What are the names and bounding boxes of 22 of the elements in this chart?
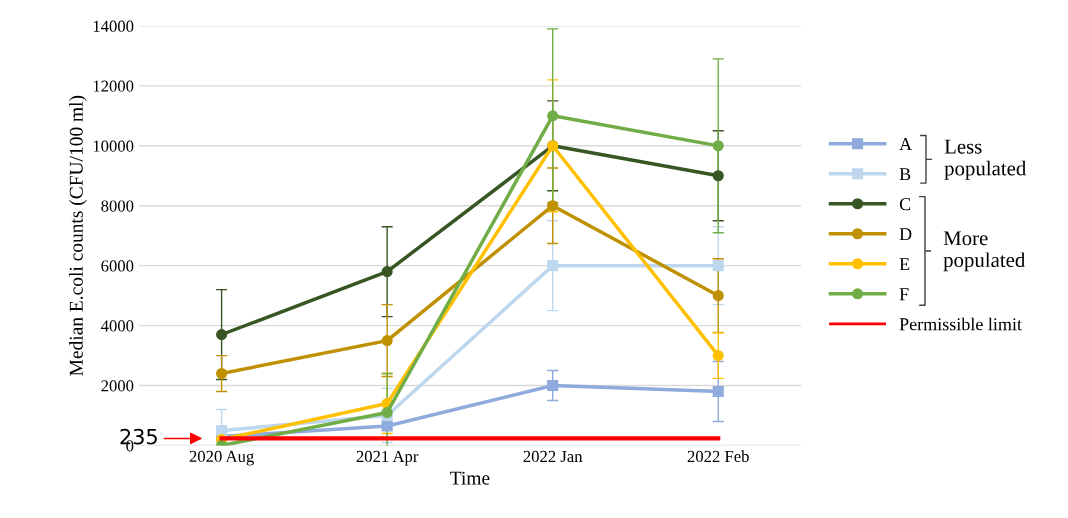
x-tick-label: 2022 Jan (523, 450, 583, 463)
legend-label: F (899, 288, 909, 301)
x-tick-label: 2022 Feb (687, 450, 749, 463)
y-tick-label: 12000 (93, 80, 134, 92)
y-tick-label: 4000 (100, 320, 134, 332)
text: Less populated (944, 139, 1027, 180)
y-tick-label: 10000 (93, 140, 134, 152)
legend-label: D (899, 228, 912, 241)
y-tick-label: 14000 (93, 20, 134, 32)
legend-label: B (899, 168, 911, 181)
x-tick-label: 2020 Aug (189, 450, 254, 466)
y-tick-label: 8000 (101, 200, 134, 212)
legend-label: C (899, 198, 911, 211)
y-axis-title: Median E.coli counts (CFU/100 ml) (69, 95, 87, 376)
x-tick-label: 2021 Apr (356, 450, 419, 466)
x-axis-title: Time (450, 471, 490, 485)
y-tick-label: 6000 (101, 260, 134, 272)
legend-label: Permissible limit (899, 317, 1022, 331)
text: More populated (943, 231, 1026, 272)
y-tick-label: 2000 (101, 380, 134, 392)
legend-label: A (899, 138, 913, 151)
legend-label: E (899, 258, 910, 271)
